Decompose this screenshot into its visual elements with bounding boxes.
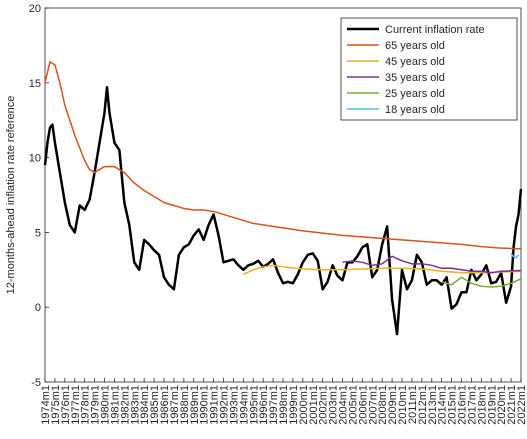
x-tick-label: 2000m1 (298, 385, 310, 425)
x-tick-label: 2005m1 (347, 385, 359, 425)
x-tick-label: 2012m1 (417, 385, 429, 425)
x-tick-label: 1993m1 (228, 385, 240, 425)
x-tick-label: 2018m1 (476, 385, 488, 425)
legend-label: 65 years old (385, 40, 445, 52)
x-tick-label: 1992m1 (219, 385, 231, 425)
x-tick-label: 1986m1 (159, 385, 171, 425)
x-tick-label: 1985m1 (149, 385, 161, 425)
series-line (510, 252, 520, 259)
y-tick-label: 20 (29, 3, 41, 15)
x-tick-label: 1995m1 (248, 385, 260, 425)
x-tick-label: 1982m1 (119, 385, 131, 425)
x-tick-label: 2020m1 (496, 385, 508, 425)
x-tick-label: 1978m1 (80, 385, 92, 425)
x-tick-label: 1974m1 (40, 385, 52, 425)
y-axis-label: 12-months-ahead inflation rate reference (5, 96, 17, 295)
x-tick-label: 1999m1 (288, 385, 300, 425)
x-tick-label: 1980m1 (100, 385, 112, 425)
x-tick-label: 2019m1 (486, 385, 498, 425)
x-tick-label: 1990m1 (199, 385, 211, 425)
x-tick-label: 2004m1 (338, 385, 350, 425)
legend-label: 35 years old (385, 72, 445, 84)
x-tick-label: 2022m1 (516, 385, 527, 425)
x-tick-label: 2016m1 (457, 385, 469, 425)
y-tick-label: 15 (29, 78, 41, 90)
x-tick-label: 1998m1 (278, 385, 290, 425)
y-tick-label: 5 (35, 227, 41, 239)
x-tick-label: 2003m1 (328, 385, 340, 425)
x-tick-label: 2006m1 (357, 385, 369, 425)
x-tick-label: 1977m1 (70, 385, 82, 425)
x-tick-label: 2014m1 (437, 385, 449, 425)
y-tick-label: -5 (31, 377, 41, 389)
series-line (441, 276, 522, 288)
x-tick-label: 2010m1 (397, 385, 409, 425)
series-line (44, 61, 522, 250)
series-line (243, 264, 522, 275)
x-tick-label: 2009m1 (387, 385, 399, 425)
legend-label: Current inflation rate (385, 24, 485, 36)
x-tick-label: 1997m1 (268, 385, 280, 425)
x-tick-label: 1987m1 (169, 385, 181, 425)
x-tick-label: 1981m1 (109, 385, 121, 425)
x-tick-label: 2008m1 (377, 385, 389, 425)
x-tick-label: 2001m1 (308, 385, 320, 425)
legend-label: 25 years old (385, 88, 445, 100)
x-tick-label: 1994m1 (238, 385, 250, 425)
x-tick-label: 2015m1 (447, 385, 459, 425)
x-tick-label: 1976m1 (60, 385, 72, 425)
y-tick-label: 0 (35, 302, 41, 314)
x-tick-label: 1989m1 (189, 385, 201, 425)
x-tick-label: 2017m1 (466, 385, 478, 425)
x-tick-label: 1991m1 (209, 385, 221, 425)
series-line (342, 255, 522, 274)
x-tick-label: 1983m1 (129, 385, 141, 425)
x-tick-label: 2007m1 (367, 385, 379, 425)
series-line (43, 86, 523, 336)
y-tick-label: 10 (29, 153, 41, 165)
legend-label: 45 years old (385, 56, 445, 68)
x-tick-label: 2002m1 (318, 385, 330, 425)
x-tick-label: 1988m1 (179, 385, 191, 425)
x-tick-label: 1984m1 (139, 385, 151, 425)
x-tick-label: 1979m1 (90, 385, 102, 425)
legend-box (340, 17, 518, 121)
x-tick-label: 2013m1 (427, 385, 439, 425)
x-tick-label: 1996m1 (258, 385, 270, 425)
legend-label: 18 years old (385, 104, 445, 116)
x-tick-label: 2021m1 (506, 385, 518, 425)
x-tick-label: 2011m1 (407, 385, 419, 424)
x-tick-label: 1975m1 (50, 385, 62, 425)
